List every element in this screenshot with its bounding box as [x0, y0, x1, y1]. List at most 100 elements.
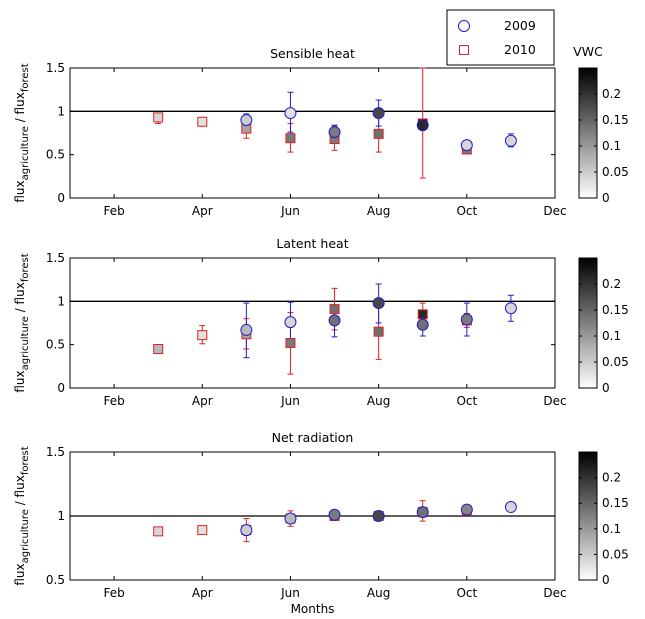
x-tick-label: Oct — [456, 204, 477, 218]
y-tick-label: 1.5 — [46, 445, 65, 459]
panel-title: Net radiation — [272, 430, 354, 445]
legend-label-2009: 2009 — [504, 18, 536, 33]
x-tick-label: Feb — [103, 394, 124, 408]
data-point-2009 — [284, 512, 297, 525]
y-label-sub2: forest — [20, 253, 31, 282]
colorbar-tick-label: 0.15 — [602, 303, 629, 317]
colorbar-3: 0 0.05 0.1 0.15 0.2 — [578, 451, 629, 587]
y-label-main: flux — [13, 563, 27, 585]
y-tick-label: 0 — [57, 191, 65, 205]
y-tick-label: 0 — [57, 381, 65, 395]
data-point-2010 — [153, 344, 164, 354]
panel-title: Sensible heat — [270, 46, 355, 61]
data-point-2009 — [240, 114, 253, 126]
x-tick-label: Jun — [280, 204, 300, 218]
x-tick-label: Aug — [367, 586, 390, 600]
x-tick-label: Oct — [456, 394, 477, 408]
y-label-sub1: agriculture — [20, 126, 31, 180]
x-tick-label: Apr — [192, 394, 213, 408]
legend-marker-2009 — [458, 20, 470, 32]
data-point-2010 — [197, 525, 208, 536]
data-point-2009 — [416, 506, 429, 519]
colorbar-tick-label: 0 — [602, 573, 610, 587]
x-tick-label: Jun — [280, 394, 300, 408]
y-label-sub1: agriculture — [20, 509, 31, 563]
colorbar-tick-label: 0.15 — [602, 496, 629, 510]
colorbar-label: VWC — [573, 44, 603, 59]
data-point-2010 — [197, 116, 208, 127]
colorbar-tick-label: 0.05 — [602, 165, 629, 179]
y-label-sub1: agriculture — [20, 316, 31, 370]
y-label-sub2: forest — [20, 63, 31, 92]
colorbar-1: 0 0.05 0.1 0.15 0.2 VWC — [573, 44, 629, 205]
y-axis-label: fluxagriculture / fluxforest — [13, 446, 31, 585]
y-label-main: flux — [13, 370, 27, 392]
y-label-mid: / flux — [13, 475, 27, 509]
data-point-2009 — [372, 297, 385, 310]
data-point-2010 — [329, 304, 340, 315]
y-label-main: flux — [13, 180, 27, 202]
y-label-mid: / flux — [13, 92, 27, 126]
x-axis-label: Months — [291, 602, 335, 616]
colorbar-tick-label: 0.05 — [602, 547, 629, 561]
data-point-2009 — [328, 126, 341, 139]
colorbar-tick-label: 0.2 — [602, 471, 621, 485]
plot-frame — [69, 257, 556, 389]
data-point-2010 — [285, 337, 296, 348]
panel-1: Sensible heat Feb Apr Jun Aug Oct Dec 0 0.5 1 1.5 f… — [13, 46, 567, 218]
data-point-2010 — [153, 112, 164, 123]
data-point-2010 — [197, 330, 208, 341]
y-tick-label: 1.5 — [46, 61, 65, 75]
legend-label-2010: 2010 — [504, 42, 536, 57]
data-point-2009 — [460, 313, 473, 326]
data-point-2009 — [328, 508, 341, 521]
x-tick-label: Jun — [280, 586, 300, 600]
y-tick-label: 1 — [57, 104, 65, 118]
y-axis-label: fluxagriculture / fluxforest — [13, 63, 31, 202]
data-point-2010 — [153, 526, 164, 537]
panel-2: Latent heat Feb Apr Jun Aug Oct Dec 0 0.5 1 1.5 flu… — [13, 236, 567, 408]
y-tick-label: 0.5 — [46, 573, 65, 587]
y-label-mid: / flux — [13, 282, 27, 316]
data-point-2009 — [416, 119, 429, 132]
data-point-2009 — [240, 524, 253, 537]
y-axis-label: fluxagriculture / fluxforest — [13, 253, 31, 392]
data-point-2010 — [285, 133, 296, 144]
colorbar-gradient — [578, 67, 598, 199]
y-label-sub2: forest — [20, 446, 31, 475]
x-tick-label: Oct — [456, 586, 477, 600]
data-point-2009 — [240, 323, 253, 336]
colorbar-tick-label: 0.1 — [602, 139, 621, 153]
legend: 2009 2010 — [446, 9, 555, 66]
x-tick-label: Aug — [367, 204, 390, 218]
y-tick-label: 1.5 — [46, 251, 65, 265]
data-point-2009 — [504, 501, 517, 514]
x-tick-label: Apr — [192, 204, 213, 218]
panel-3: Net radiation Feb Apr Jun Aug Oct Dec 0.5 1 1.5 fl… — [13, 430, 567, 616]
y-tick-label: 1 — [57, 509, 65, 523]
data-point-2009 — [460, 503, 473, 516]
legend-marker-2010 — [459, 45, 469, 55]
x-tick-label: Feb — [103, 204, 124, 218]
colorbar-tick-label: 0 — [602, 191, 610, 205]
x-tick-label: Aug — [367, 394, 390, 408]
colorbar-tick-label: 0 — [602, 381, 610, 395]
data-point-2009 — [328, 314, 341, 327]
legend-box — [446, 9, 555, 66]
colorbar-2: 0 0.05 0.1 0.15 0.2 — [578, 257, 629, 395]
x-tick-label: Dec — [543, 394, 566, 408]
data-point-2009 — [284, 107, 297, 120]
data-point-2009 — [460, 139, 473, 152]
x-tick-label: Dec — [543, 586, 566, 600]
colorbar-gradient — [578, 451, 598, 581]
y-tick-label: 0.5 — [46, 148, 65, 162]
y-tick-label: 1 — [57, 294, 65, 308]
x-tick-label: Apr — [192, 586, 213, 600]
y-tick-label: 0.5 — [46, 338, 65, 352]
data-point-2009 — [372, 107, 385, 120]
data-point-2010 — [417, 309, 428, 320]
data-point-2009 — [284, 316, 297, 329]
data-point-2009 — [504, 302, 517, 315]
data-point-2010 — [373, 128, 384, 139]
colorbar-tick-label: 0.2 — [602, 277, 621, 291]
